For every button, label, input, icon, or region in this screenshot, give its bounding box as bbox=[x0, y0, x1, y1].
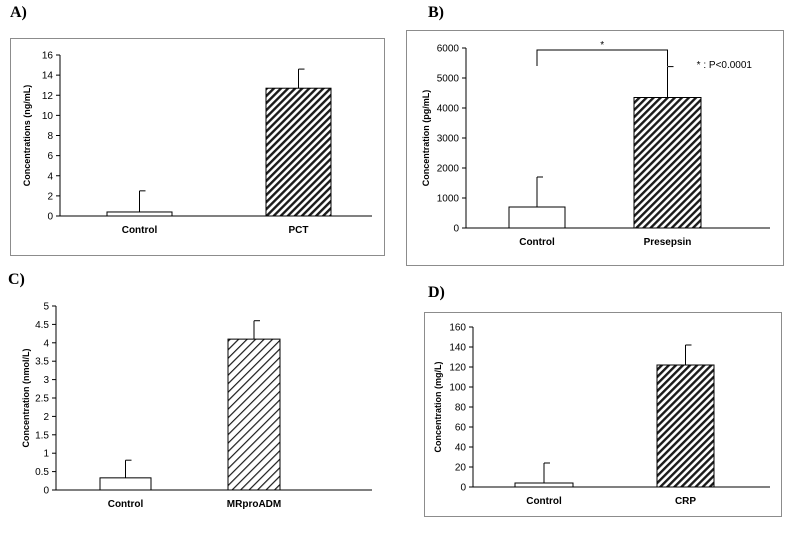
category-label: Control bbox=[122, 225, 158, 236]
y-tick-label: 80 bbox=[455, 403, 467, 414]
category-label: Control bbox=[519, 237, 555, 248]
significance-bracket bbox=[536, 49, 668, 66]
y-tick-label: 0 bbox=[453, 224, 459, 235]
y-tick-label: 160 bbox=[449, 323, 466, 334]
bar-control bbox=[508, 206, 566, 229]
chart-1: 0 1000 2000 3000 4000 5000 6000 Concentration (… bbox=[421, 40, 770, 248]
y-axis-label: Concentration (mg/L) bbox=[433, 362, 443, 453]
y-tick-label: 3 bbox=[43, 375, 49, 386]
bar-presepsin bbox=[633, 97, 702, 229]
y-axis-label: Concentration (pg/mL) bbox=[421, 90, 431, 187]
chart-frame-d bbox=[424, 312, 782, 517]
y-tick-label: 40 bbox=[455, 443, 467, 454]
y-axis-label: Concentrations (ng/mL) bbox=[22, 85, 32, 187]
category-label: Control bbox=[526, 496, 562, 507]
y-tick-label: 4 bbox=[43, 338, 49, 349]
y-tick-label: 1 bbox=[43, 449, 49, 460]
y-tick-label: 20 bbox=[455, 463, 467, 474]
panel-label-d: D) bbox=[428, 284, 445, 301]
category-label: Presepsin bbox=[644, 237, 692, 248]
chart-3: 0 20 40 60 80 100 120 140 160 Concentration (mg/L… bbox=[433, 323, 770, 507]
panel-label-b: B) bbox=[428, 4, 444, 21]
y-tick-label: 2.5 bbox=[35, 394, 49, 405]
bar-control bbox=[514, 482, 574, 488]
significance-star: * bbox=[600, 40, 604, 51]
y-tick-label: 1000 bbox=[437, 194, 460, 205]
y-tick-label: 6000 bbox=[437, 44, 460, 55]
y-tick-label: 2 bbox=[43, 412, 49, 423]
panel-label-a: A) bbox=[10, 4, 27, 21]
y-tick-label: 2 bbox=[47, 191, 53, 202]
chart-0: 0 2 4 6 8 10 12 14 16 Concentrations (ng/mL) Contr… bbox=[22, 51, 372, 236]
y-axis-label: Concentration (nmol/L) bbox=[21, 349, 31, 448]
chart-frame-b bbox=[406, 30, 784, 266]
y-tick-label: 120 bbox=[449, 363, 466, 374]
y-tick-label: 140 bbox=[449, 343, 466, 354]
y-tick-label: 5 bbox=[43, 302, 49, 313]
bar-control bbox=[106, 211, 173, 217]
y-tick-label: 2000 bbox=[437, 164, 460, 175]
y-tick-label: 10 bbox=[42, 111, 54, 122]
p-value-annotation: * : P<0.0001 bbox=[697, 60, 753, 71]
y-tick-label: 12 bbox=[42, 91, 54, 102]
y-tick-label: 0 bbox=[43, 486, 49, 497]
y-tick-label: 60 bbox=[455, 423, 467, 434]
y-tick-label: 4.5 bbox=[35, 320, 49, 331]
bar-mrproadm bbox=[227, 338, 281, 491]
bar-crp bbox=[656, 364, 715, 488]
y-tick-label: 4000 bbox=[437, 104, 460, 115]
category-label: PCT bbox=[289, 225, 309, 236]
y-tick-label: 4 bbox=[47, 171, 53, 182]
bar-control bbox=[99, 477, 152, 491]
y-tick-label: 8 bbox=[47, 131, 53, 142]
y-tick-label: 3000 bbox=[437, 134, 460, 145]
y-tick-label: 1.5 bbox=[35, 430, 49, 441]
y-tick-label: 3.5 bbox=[35, 357, 49, 368]
y-tick-label: 0.5 bbox=[35, 467, 49, 478]
y-tick-label: 6 bbox=[47, 151, 53, 162]
bar-pct bbox=[265, 87, 332, 217]
y-tick-label: 14 bbox=[42, 71, 54, 82]
y-tick-label: 0 bbox=[460, 483, 466, 494]
category-label: Control bbox=[108, 499, 144, 510]
category-label: MRproADM bbox=[227, 499, 281, 510]
y-tick-label: 0 bbox=[47, 212, 53, 223]
y-tick-label: 16 bbox=[42, 51, 54, 62]
y-tick-label: 5000 bbox=[437, 74, 460, 85]
category-label: CRP bbox=[675, 496, 696, 507]
panel-label-c: C) bbox=[8, 271, 25, 288]
y-tick-label: 100 bbox=[449, 383, 466, 394]
chart-2: 0 0.5 1 1.5 2 2.5 3 3.5 4 4.5 5 Concentration (nmol… bbox=[21, 302, 372, 510]
